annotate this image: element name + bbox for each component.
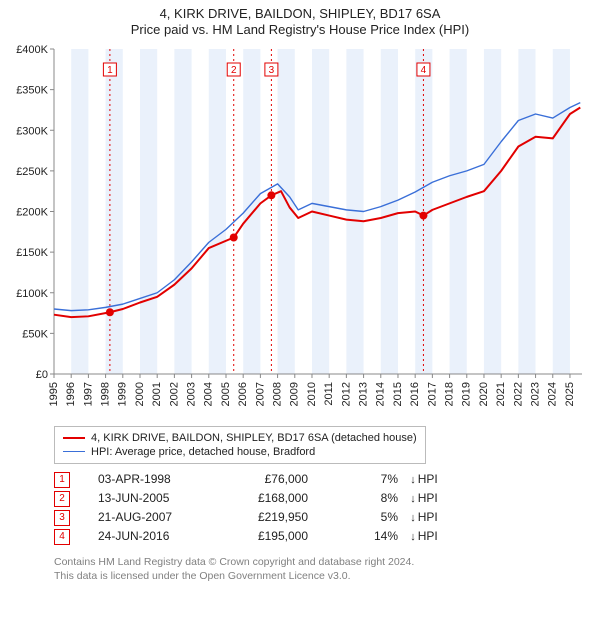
svg-text:2008: 2008 <box>271 382 283 406</box>
sale-hpi: ↓HPI <box>398 470 448 489</box>
svg-text:2002: 2002 <box>168 382 180 406</box>
svg-text:2: 2 <box>231 65 237 76</box>
footnote-line2: This data is licensed under the Open Gov… <box>54 570 590 584</box>
legend-item: 4, KIRK DRIVE, BAILDON, SHIPLEY, BD17 6S… <box>63 431 417 445</box>
sale-date: 24-JUN-2016 <box>98 527 218 546</box>
sales-row: 213-JUN-2005£168,0008%↓HPI <box>54 489 590 508</box>
svg-text:1995: 1995 <box>48 382 60 406</box>
svg-text:1998: 1998 <box>100 382 112 406</box>
sale-hpi: ↓HPI <box>398 489 448 508</box>
down-arrow-icon: ↓ <box>408 472 418 489</box>
svg-text:2009: 2009 <box>289 382 301 406</box>
sales-row: 103-APR-1998£76,0007%↓HPI <box>54 470 590 489</box>
svg-text:1999: 1999 <box>117 382 129 406</box>
sales-row: 321-AUG-2007£219,9505%↓HPI <box>54 508 590 527</box>
svg-text:2018: 2018 <box>443 382 455 406</box>
chart-title: 4, KIRK DRIVE, BAILDON, SHIPLEY, BD17 6S… <box>10 6 590 22</box>
chart-subtitle: Price paid vs. HM Land Registry's House … <box>10 22 590 38</box>
legend-swatch <box>63 437 85 439</box>
hpi-label: HPI <box>418 529 438 543</box>
svg-text:2010: 2010 <box>306 382 318 406</box>
svg-text:£300K: £300K <box>16 125 48 137</box>
svg-text:£150K: £150K <box>16 247 48 259</box>
hpi-label: HPI <box>418 472 438 486</box>
svg-text:2025: 2025 <box>564 382 576 406</box>
footnote-line1: Contains HM Land Registry data © Crown c… <box>54 556 590 570</box>
sale-marker-box: 2 <box>54 491 70 507</box>
hpi-label: HPI <box>418 510 438 524</box>
svg-text:2003: 2003 <box>185 382 197 406</box>
down-arrow-icon: ↓ <box>408 491 418 508</box>
sale-date: 21-AUG-2007 <box>98 508 218 527</box>
svg-text:2012: 2012 <box>340 382 352 406</box>
price-vs-hpi-chart: £0 £50K £100K £150K £200K £250K £300K £350K £400… <box>10 45 590 420</box>
footnote: Contains HM Land Registry data © Crown c… <box>54 556 590 583</box>
sale-price: £168,000 <box>218 489 308 508</box>
svg-text:£0: £0 <box>36 369 48 381</box>
sale-marker-box: 4 <box>54 529 70 545</box>
svg-text:2001: 2001 <box>151 382 163 406</box>
svg-text:2004: 2004 <box>203 382 215 406</box>
svg-text:2019: 2019 <box>461 382 473 406</box>
sales-row: 424-JUN-2016£195,00014%↓HPI <box>54 527 590 546</box>
svg-text:£250K: £250K <box>16 165 48 177</box>
svg-text:2006: 2006 <box>237 382 249 406</box>
legend-label: 4, KIRK DRIVE, BAILDON, SHIPLEY, BD17 6S… <box>91 431 417 445</box>
svg-text:2011: 2011 <box>323 382 335 406</box>
svg-text:2000: 2000 <box>134 382 146 406</box>
svg-text:£100K: £100K <box>16 287 48 299</box>
sale-price: £219,950 <box>218 508 308 527</box>
sale-marker-box: 3 <box>54 510 70 526</box>
svg-text:2015: 2015 <box>392 382 404 406</box>
svg-text:£400K: £400K <box>16 45 48 56</box>
down-arrow-icon: ↓ <box>408 510 418 527</box>
sale-date: 03-APR-1998 <box>98 470 218 489</box>
sale-hpi: ↓HPI <box>398 508 448 527</box>
sale-pct: 14% <box>308 527 398 546</box>
svg-text:£200K: £200K <box>16 206 48 218</box>
sale-date: 13-JUN-2005 <box>98 489 218 508</box>
sale-marker-box: 1 <box>54 472 70 488</box>
legend-label: HPI: Average price, detached house, Brad… <box>91 445 315 459</box>
hpi-label: HPI <box>418 491 438 505</box>
sale-price: £195,000 <box>218 527 308 546</box>
svg-text:3: 3 <box>269 65 275 76</box>
chart-legend: 4, KIRK DRIVE, BAILDON, SHIPLEY, BD17 6S… <box>54 426 426 465</box>
svg-text:2013: 2013 <box>357 382 369 406</box>
svg-text:1997: 1997 <box>82 382 94 406</box>
svg-text:2022: 2022 <box>512 382 524 406</box>
down-arrow-icon: ↓ <box>408 529 418 546</box>
svg-text:2005: 2005 <box>220 382 232 406</box>
legend-item: HPI: Average price, detached house, Brad… <box>63 445 417 459</box>
svg-text:2024: 2024 <box>547 382 559 406</box>
svg-text:2014: 2014 <box>375 382 387 406</box>
svg-text:1: 1 <box>107 65 113 76</box>
svg-text:4: 4 <box>421 65 427 76</box>
sales-table: 103-APR-1998£76,0007%↓HPI213-JUN-2005£16… <box>54 470 590 546</box>
sale-hpi: ↓HPI <box>398 527 448 546</box>
svg-text:£50K: £50K <box>22 328 48 340</box>
svg-text:2021: 2021 <box>495 382 507 406</box>
sale-pct: 5% <box>308 508 398 527</box>
svg-text:1996: 1996 <box>65 382 77 406</box>
svg-text:2020: 2020 <box>478 382 490 406</box>
sale-pct: 7% <box>308 470 398 489</box>
svg-text:2023: 2023 <box>529 382 541 406</box>
svg-text:2017: 2017 <box>426 382 438 406</box>
legend-swatch <box>63 451 85 452</box>
svg-text:£350K: £350K <box>16 84 48 96</box>
sale-pct: 8% <box>308 489 398 508</box>
sale-price: £76,000 <box>218 470 308 489</box>
chart-svg: £0 £50K £100K £150K £200K £250K £300K £350K £400… <box>10 45 590 420</box>
svg-text:2016: 2016 <box>409 382 421 406</box>
svg-text:2007: 2007 <box>254 382 266 406</box>
